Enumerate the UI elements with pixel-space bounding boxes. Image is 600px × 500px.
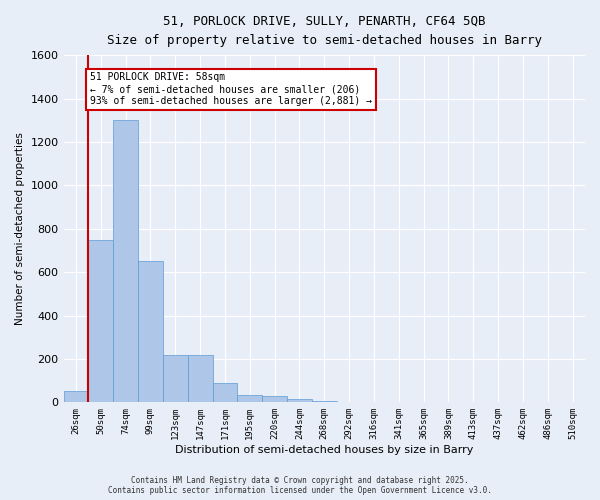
Title: 51, PORLOCK DRIVE, SULLY, PENARTH, CF64 5QB
Size of property relative to semi-de: 51, PORLOCK DRIVE, SULLY, PENARTH, CF64 …: [107, 15, 542, 47]
Bar: [113, 120, 138, 403]
X-axis label: Distribution of semi-detached houses by size in Barry: Distribution of semi-detached houses by …: [175, 445, 473, 455]
Bar: [163, 354, 188, 403]
Bar: [212, 383, 238, 402]
Bar: [88, 240, 113, 402]
Bar: [188, 354, 212, 403]
Y-axis label: Number of semi-detached properties: Number of semi-detached properties: [15, 132, 25, 325]
Bar: [312, 400, 337, 402]
Bar: [287, 399, 312, 402]
Bar: [262, 396, 287, 402]
Text: Contains HM Land Registry data © Crown copyright and database right 2025.
Contai: Contains HM Land Registry data © Crown c…: [108, 476, 492, 495]
Bar: [238, 394, 262, 402]
Text: 51 PORLOCK DRIVE: 58sqm
← 7% of semi-detached houses are smaller (206)
93% of se: 51 PORLOCK DRIVE: 58sqm ← 7% of semi-det…: [89, 72, 371, 106]
Bar: [64, 392, 88, 402]
Bar: [138, 262, 163, 402]
